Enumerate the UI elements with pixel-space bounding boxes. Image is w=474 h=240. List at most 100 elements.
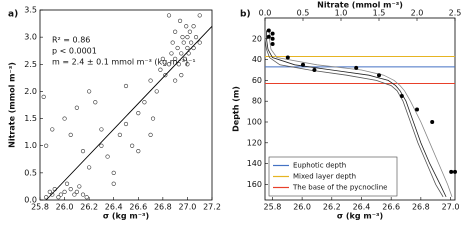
data-point [173,78,178,83]
x-tick-label: 25.8 [264,203,282,212]
panel-label: b) [240,10,251,20]
data-point [84,195,89,200]
data-point [105,154,110,159]
x2-tick-label: 0.5 [297,9,310,18]
data-point [68,187,73,192]
y-tick-label: 120 [247,138,262,147]
data-point [64,181,70,186]
nitrate-point [285,55,290,60]
data-point [47,189,52,194]
data-point [166,13,172,18]
data-point [87,89,92,94]
density-profile [269,30,453,198]
data-point [185,62,190,67]
nitrate-point [312,68,317,72]
x-tick-label: 26.8 [154,203,172,212]
data-point [179,73,184,78]
x-tick-label: 26.2 [80,203,98,212]
x-tick-label: 26.6 [129,203,147,212]
data-point [58,192,63,197]
x-tick-label: 27.0 [179,203,197,212]
data-point [150,116,156,121]
x2-tick-label: 0.0 [259,9,272,18]
data-point [166,62,172,67]
data-point [136,111,141,116]
y-axis-label: Nitrate (mmol m⁻³) [8,62,17,148]
y-tick-label: 1.0 [24,141,37,150]
data-point [44,195,49,200]
density-profile [264,30,444,198]
data-point [148,132,153,137]
data-point [142,100,147,105]
annotation: m = 2.4 ± 0.1 mmol m⁻³ (kg m⁻³)⁻¹ [52,58,196,67]
x-tick-label: 25.8 [31,203,49,212]
data-point [136,149,141,154]
y-tick-label: 20 [252,34,262,43]
y-tick-label: 2.0 [24,87,37,96]
annotation: p < 0.0001 [52,47,97,56]
data-point [62,189,67,194]
nitrate-point [377,73,381,78]
data-point [87,165,92,170]
legend-label: Mixed layer depth [293,173,356,181]
x2-tick-label: 2.5 [449,9,462,18]
data-point [74,189,79,194]
data-point [50,127,55,132]
x-tick-label: 27.2 [203,203,221,212]
data-point [77,184,82,189]
data-point [80,149,86,154]
nitrate-point [270,36,275,41]
data-point [117,132,122,137]
y-axis-label: Depth (m) [232,86,241,132]
data-point [175,45,180,51]
data-point [62,116,67,121]
nitrate-point [453,169,457,174]
data-point [158,67,163,72]
data-point [163,73,168,78]
data-point [180,35,185,40]
data-point [185,45,190,51]
data-point [93,100,98,105]
plot-frame [39,9,213,201]
data-point [185,35,190,40]
data-point [169,51,174,56]
data-point [111,181,116,186]
y-tick-label: 80 [252,97,262,106]
data-point [181,40,186,45]
data-point [74,105,79,110]
x-axis-label: σ (kg m⁻³) [103,212,149,221]
x-tick-label: 26.8 [412,203,430,212]
data-point [182,56,188,61]
data-point [187,29,192,34]
data-point [41,94,46,99]
data-point [56,195,61,200]
legend-label: The base of the pycnocline [292,184,387,192]
x-tick-label: 26.6 [382,203,400,212]
data-point [193,35,199,40]
nitrate-point [449,169,454,174]
data-point [99,143,104,148]
data-point [173,29,178,34]
data-point [197,13,202,18]
y-tick-label: 3.5 [24,6,37,15]
y-tick-label: 0.0 [24,196,37,205]
fit-line [45,25,213,201]
annotation: R² = 0.86 [52,36,90,45]
nitrate-point [399,94,404,98]
x2-axis-label: Nitrate (mmol m⁻³) [317,1,403,10]
data-point [154,89,159,94]
nitrate-point [270,31,275,36]
y-tick-label: 100 [247,118,262,127]
data-point [197,40,202,45]
x2-tick-label: 1.5 [373,9,386,18]
x-tick-label: 26.2 [323,203,341,212]
legend-label: Euphotic depth [293,162,346,170]
data-point [184,24,189,29]
nitrate-point [415,107,419,112]
x2-tick-label: 2.0 [411,9,424,18]
data-point [148,78,153,83]
data-point [72,192,77,197]
data-point [80,192,86,197]
data-point [191,24,196,29]
y-tick-label: 40 [252,55,262,64]
